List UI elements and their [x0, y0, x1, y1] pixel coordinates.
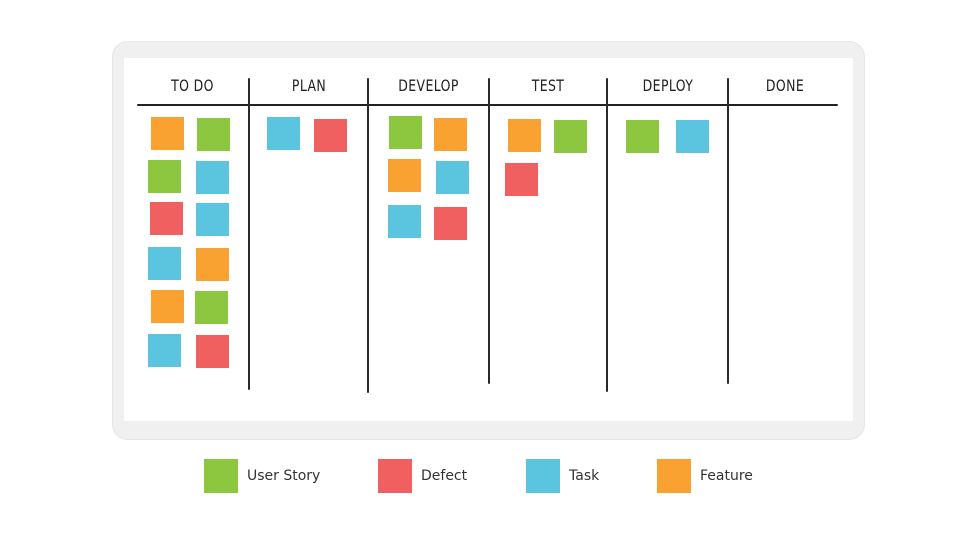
sticky-note-task	[148, 334, 181, 367]
column-header-todo: TO DO	[171, 76, 214, 95]
sticky-note-defect	[505, 163, 538, 196]
column-header-develop: DEVELOP	[398, 76, 459, 95]
sticky-note-defect	[150, 202, 183, 235]
sticky-note-defect	[314, 119, 347, 152]
header-divider-line	[137, 104, 838, 106]
sticky-note-user-story	[626, 120, 659, 153]
sticky-note-feature	[388, 159, 421, 192]
legend-swatch	[526, 459, 560, 493]
legend-swatch	[204, 459, 238, 493]
column-header-deploy: DEPLOY	[642, 76, 694, 95]
legend-label: Task	[569, 468, 600, 484]
sticky-note-feature	[151, 117, 184, 150]
column-divider-line	[248, 78, 250, 390]
sticky-note-user-story	[195, 291, 228, 324]
column-divider-line	[367, 78, 369, 393]
legend-label: Feature	[700, 468, 753, 484]
legend-swatch	[378, 459, 412, 493]
legend-label: User Story	[247, 468, 321, 484]
column-header-test: TEST	[531, 76, 565, 95]
legend-swatch	[657, 459, 691, 493]
sticky-note-defect	[196, 335, 229, 368]
sticky-note-user-story	[197, 118, 230, 151]
column-divider-line	[727, 78, 729, 384]
legend-label: Defect	[421, 468, 468, 484]
sticky-note-user-story	[554, 120, 587, 153]
column-header-plan: PLAN	[291, 76, 327, 95]
sticky-note-task	[267, 117, 300, 150]
column-divider-line	[606, 78, 608, 392]
sticky-note-user-story	[389, 116, 422, 149]
column-divider-line	[488, 78, 490, 384]
sticky-note-task	[676, 120, 709, 153]
column-header-done: DONE	[765, 76, 805, 95]
sticky-note-task	[196, 203, 229, 236]
sticky-note-defect	[434, 207, 467, 240]
sticky-note-feature	[151, 290, 184, 323]
sticky-note-task	[436, 161, 469, 194]
sticky-note-feature	[508, 119, 541, 152]
sticky-note-user-story	[148, 160, 181, 193]
sticky-note-task	[148, 247, 181, 280]
sticky-note-feature	[196, 248, 229, 281]
sticky-note-task	[388, 205, 421, 238]
sticky-note-task	[196, 161, 229, 194]
sticky-note-feature	[434, 118, 467, 151]
